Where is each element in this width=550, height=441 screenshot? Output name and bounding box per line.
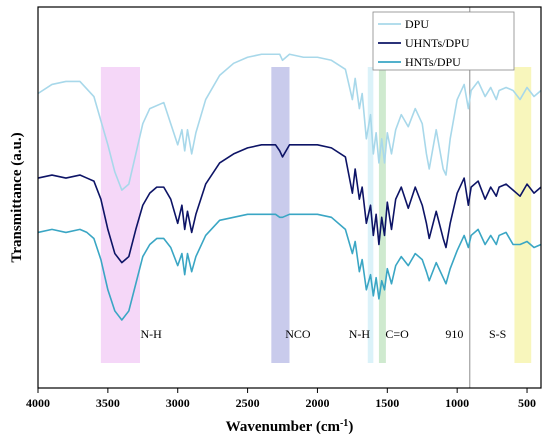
y-axis-title: Transmittance (a.u.) <box>9 132 25 262</box>
annotation-5: S-S <box>489 327 506 341</box>
band-4 <box>514 67 532 363</box>
annotation-1: NCO <box>285 327 311 341</box>
peak-annotations: N-H NCO N-H C=O 910 S-S <box>141 327 507 341</box>
x-tick-label-2500: 2500 <box>236 396 260 410</box>
series-line-1 <box>37 144 542 264</box>
legend-label-1: UHNTs/DPU <box>405 36 470 50</box>
legend-label-2: HNTs/DPU <box>405 55 461 69</box>
x-tick-label-4000: 4000 <box>26 396 50 410</box>
plot-frame <box>37 6 542 389</box>
legend-box <box>372 11 515 71</box>
annotation-0: N-H <box>141 327 163 341</box>
legend: DPU UHNTs/DPU HNTs/DPU <box>372 11 515 71</box>
x-tick-label-3500: 3500 <box>96 396 120 410</box>
highlight-bands <box>100 67 532 363</box>
series-line-2 <box>37 213 542 321</box>
band-1 <box>271 67 290 363</box>
band-3 <box>378 67 386 363</box>
annotation-2: N-H <box>349 327 371 341</box>
x-axis-title: Wavenumber (cm-1) <box>226 418 354 436</box>
x-tick-label-3000: 3000 <box>166 396 190 410</box>
x-tick-label-1500: 1500 <box>375 396 399 410</box>
band-2 <box>367 67 374 363</box>
x-tick-label-500: 500 <box>518 396 536 410</box>
x-axis-ticks: 4000 3500 3000 2500 2000 1500 1000 500 <box>26 388 536 410</box>
series-line-0 <box>37 53 542 191</box>
x-tick-label-1000: 1000 <box>445 396 469 410</box>
legend-label-0: DPU <box>405 17 429 31</box>
x-tick-label-2000: 2000 <box>305 396 329 410</box>
annotation-4: 910 <box>445 327 463 341</box>
annotation-3: C=O <box>385 327 409 341</box>
band-0 <box>100 67 140 363</box>
series-lines <box>37 53 542 321</box>
